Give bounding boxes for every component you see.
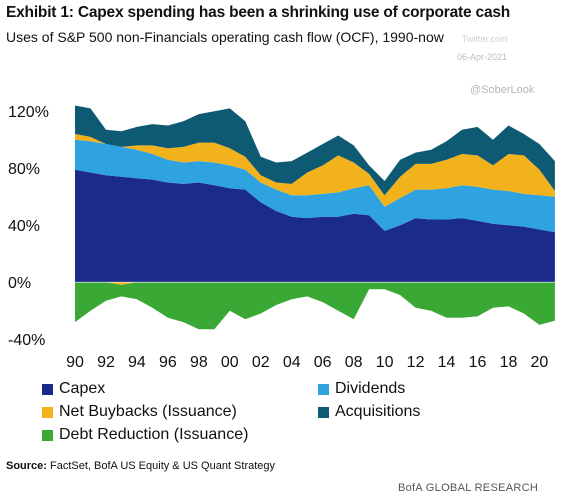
x-axis-ticks: 90 92 94 96 98 00 02 04 06 08 10 12 14 16 18 20 [66, 354, 548, 371]
x-tick-label: 18 [500, 354, 518, 371]
area-net-buybacks-issuance [75, 134, 555, 207]
x-tick-label: 08 [345, 354, 363, 371]
legend-item-debt-reduction: Debt Reduction (Issuance) [42, 426, 248, 444]
source-text: FactSet, BofA US Equity & US Quant Strat… [50, 460, 276, 472]
legend-label-capex: Capex [59, 380, 106, 397]
chart-title: Exhibit 1: Capex spending has been a shr… [6, 4, 511, 21]
area-capex [75, 169, 555, 283]
legend-swatch-capex [42, 383, 53, 395]
area-acquisitions [75, 105, 555, 196]
chart-area: 120% 80% 40% 0% -40% 90 92 94 96 98 00 02 04 06 08 10 1… [8, 104, 558, 371]
legend-item-net-buybacks: Net Buybacks (Issuance) [42, 403, 237, 421]
y-tick-label: 40% [8, 218, 40, 235]
y-tick-label: 120% [8, 104, 49, 121]
x-tick-label: 12 [407, 354, 425, 371]
x-tick-label: 90 [66, 354, 84, 371]
watermark-date: 06-Apr-2021 [457, 52, 508, 62]
y-tick-label: -40% [8, 332, 45, 349]
legend-label-net-buybacks: Net Buybacks (Issuance) [59, 403, 237, 420]
legend-item-capex: Capex [42, 380, 105, 398]
x-tick-label: 02 [252, 354, 270, 371]
x-tick-label: 04 [283, 354, 301, 371]
y-axis-ticks: 120% 80% 40% 0% -40% [8, 104, 49, 349]
y-tick-label: 80% [8, 161, 40, 178]
area-layers [75, 105, 558, 330]
legend-label-debt-reduction: Debt Reduction (Issuance) [59, 426, 249, 443]
legend-swatch-net-buybacks [42, 406, 53, 418]
legend-label-acquisitions: Acquisitions [335, 403, 421, 420]
area-negative-net-buybacks-issuance [75, 282, 555, 285]
watermark-handle: @SoberLook [470, 84, 535, 96]
area-negative-debt-reduction-issuance [75, 282, 555, 330]
footer-credit: BofA GLOBAL RESEARCH [398, 482, 539, 494]
x-tick-label: 94 [128, 354, 146, 371]
legend-swatch-acquisitions [318, 406, 329, 418]
x-tick-label: 98 [190, 354, 208, 371]
x-tick-label: 96 [159, 354, 177, 371]
legend-swatch-debt-reduction [42, 429, 53, 441]
x-tick-label: 92 [97, 354, 115, 371]
area-dividends [75, 139, 555, 233]
source-note: Source: FactSet, BofA US Equity & US Qua… [6, 460, 275, 472]
legend-item-dividends: Dividends [318, 380, 405, 398]
x-tick-label: 14 [438, 354, 456, 371]
legend-item-acquisitions: Acquisitions [318, 403, 420, 421]
y-tick-label: 0% [8, 275, 31, 292]
x-tick-label: 06 [314, 354, 332, 371]
watermark-twitter: Twitter.com [462, 34, 508, 44]
source-label: Source: [6, 460, 47, 472]
legend-swatch-dividends [318, 383, 329, 395]
x-tick-label: 00 [221, 354, 239, 371]
chart-subtitle: Uses of S&P 500 non-Financials operating… [6, 29, 444, 45]
x-tick-label: 10 [376, 354, 394, 371]
x-tick-label: 16 [469, 354, 487, 371]
x-tick-label: 20 [531, 354, 549, 371]
legend-label-dividends: Dividends [335, 380, 406, 397]
